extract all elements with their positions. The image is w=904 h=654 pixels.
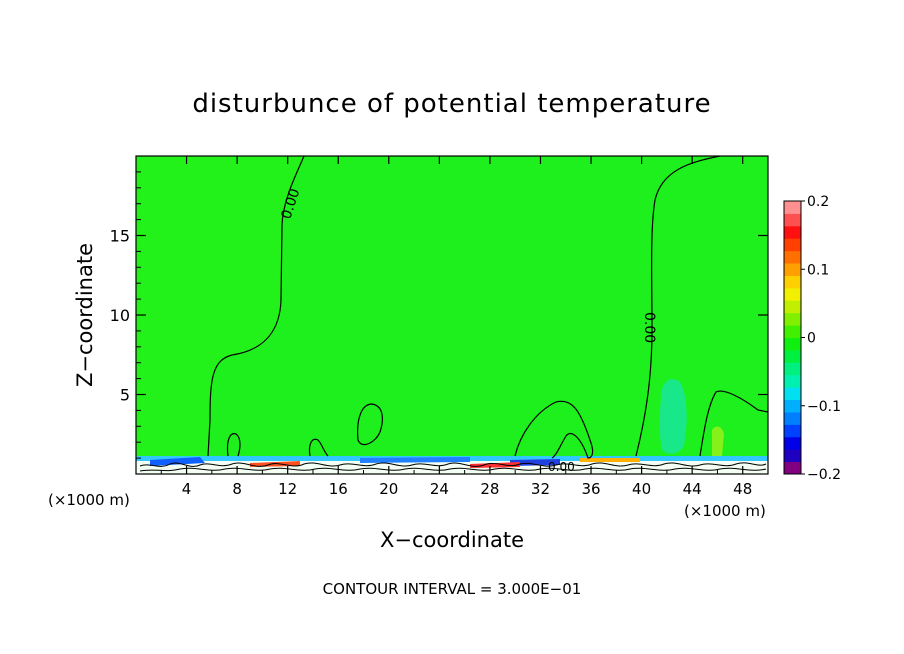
weak-positive-patch	[712, 426, 724, 456]
surface-anomaly-blue-2	[360, 457, 470, 463]
surface-contours-2	[139, 467, 767, 472]
colorbar-swatch	[784, 325, 801, 338]
x-tick-label: 40	[632, 480, 651, 498]
y-axis: 5 10 15	[110, 171, 768, 459]
y-tick-label: 5	[120, 386, 130, 405]
x-tick-label: 4	[182, 480, 192, 498]
x-tick-label: 20	[379, 480, 398, 498]
colorbar-swatch	[784, 263, 801, 276]
colorbar-swatch	[784, 312, 801, 326]
negative-anomaly-plume	[659, 379, 687, 454]
x-tick-label: 8	[232, 480, 242, 498]
zero-contour-right	[635, 156, 721, 457]
x-axis: 4 8 12 16 20 24 28 32 36 40 44 48	[160, 156, 752, 498]
colorbar-swatch	[784, 300, 801, 314]
y-axis-label: Z−coordinate	[73, 243, 97, 387]
x-tick-label: 24	[430, 480, 449, 498]
x-tick-label: 48	[733, 480, 752, 498]
x-unit-left: (×1000 m)	[48, 491, 130, 509]
chart-title: disturbunce of potential temperature	[192, 89, 711, 119]
colorbar-swatch	[784, 374, 801, 388]
colorbar-swatch	[784, 201, 801, 214]
colorbar-swatch	[784, 213, 801, 227]
contour-bubble-3	[357, 403, 383, 446]
surface-anomaly-blue-1	[150, 457, 205, 466]
colorbar-swatch	[784, 424, 801, 438]
colorbar: 0.2 0.1 0 −0.1 −0.2	[783, 194, 841, 483]
colorbar-tick-label: 0.1	[807, 262, 829, 278]
colorbar-tick-label: 0.2	[807, 194, 829, 210]
colorbar-swatch	[784, 411, 801, 425]
colorbar-swatch	[784, 349, 801, 363]
colorbar-swatch	[784, 399, 801, 413]
colorbar-swatch	[784, 449, 801, 463]
colorbar-swatch	[784, 387, 801, 401]
colorbar-swatch	[784, 238, 801, 252]
colorbar-swatch	[784, 275, 801, 289]
y-tick-label: 10	[110, 306, 130, 325]
x-axis-label: X−coordinate	[380, 528, 524, 552]
x-tick-label: 12	[278, 480, 297, 498]
contour-bubble-4	[514, 400, 594, 459]
x-tick-label: 28	[480, 480, 499, 498]
x-tick-label: 16	[329, 480, 348, 498]
contour-interval-footer: CONTOUR INTERVAL = 3.000E−01	[323, 580, 582, 598]
surface-anomaly-blue-3	[510, 459, 560, 466]
colorbar-swatch	[784, 250, 801, 264]
colorbar-swatch	[784, 337, 801, 351]
surface-contours	[139, 462, 767, 467]
surface-anomaly-red-2	[470, 462, 520, 468]
colorbar-tick-label: −0.2	[807, 467, 841, 483]
surface-anomaly-orange	[580, 458, 640, 462]
contour-bubble-1	[226, 433, 241, 457]
contour-bubble-2	[308, 438, 329, 457]
contour-label-2: 0.00	[548, 460, 575, 474]
colorbar-swatch	[784, 461, 801, 475]
plot-area: 0.00 0.00 0.00	[135, 155, 769, 475]
zero-contour-left	[207, 156, 305, 457]
contour-label-1: 0.00	[641, 312, 657, 343]
colorbar-swatch	[784, 436, 801, 450]
colorbar-swatch	[784, 362, 801, 376]
x-tick-label: 44	[683, 480, 702, 498]
colorbar-tick-label: 0	[807, 331, 816, 347]
colorbar-swatch	[784, 225, 801, 239]
colorbar-tick-label: −0.1	[807, 399, 841, 415]
y-tick-label: 15	[110, 227, 130, 246]
contour-bubble-5	[699, 390, 768, 457]
field-anomalies	[136, 156, 768, 474]
x-unit-right: (×1000 m)	[684, 502, 766, 520]
colorbar-swatch	[784, 287, 801, 301]
positive-region-left	[136, 156, 304, 460]
x-tick-label: 32	[531, 480, 550, 498]
x-tick-label: 36	[581, 480, 600, 498]
